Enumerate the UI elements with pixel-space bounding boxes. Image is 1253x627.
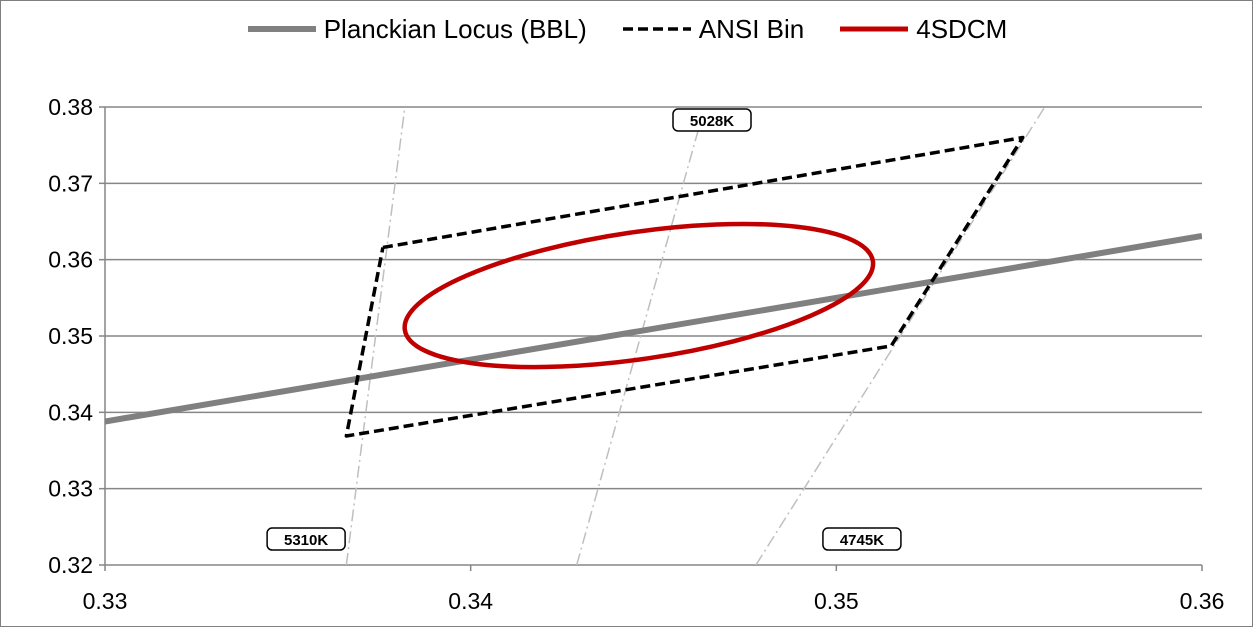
x-tick-label: 0.34 (448, 588, 493, 614)
isotherm-label-5310K: 5310K (284, 532, 328, 549)
legend-item-ansi-bin: ANSI Bin (621, 14, 805, 44)
legend-item-planckian: Planckian Locus (BBL) (246, 16, 587, 42)
legend-label-ansi-bin: ANSI Bin (698, 14, 805, 44)
legend: Planckian Locus (BBL) ANSI Bin 4SDCM (1, 9, 1252, 49)
x-tick-label: 0.35 (814, 588, 859, 614)
y-tick-label: 0.32 (48, 552, 93, 578)
y-tick-label: 0.38 (48, 94, 93, 120)
legend-item-4sdcm: 4SDCM (838, 16, 1007, 42)
x-tick-label: 0.33 (83, 588, 128, 614)
x-tick-label: 0.36 (1180, 588, 1225, 614)
legend-swatch-ansi-bin (622, 27, 691, 31)
y-tick-label: 0.37 (48, 170, 93, 196)
grid-lines (105, 106, 1202, 490)
isotherm-line-5310K (345, 107, 406, 565)
y-tick-label: 0.34 (48, 399, 93, 425)
series-4sdcm-ellipse (402, 221, 876, 370)
isotherm-label-box-4745K (822, 527, 902, 551)
series-layer (105, 135, 1202, 438)
isotherm-line-4745K (755, 107, 1046, 565)
isotherm-label-box-5028K (672, 108, 752, 132)
isotherm-labels: 5310K 5028K 4745K (266, 108, 902, 551)
legend-label-planckian: Planckian Locus (BBL) (323, 14, 587, 44)
isotherm-lines (345, 107, 1046, 565)
legend-swatch-4sdcm (840, 26, 909, 32)
y-tick-label: 0.36 (48, 247, 93, 273)
isotherm-label-5028K: 5028K (690, 113, 734, 130)
series-planckian-locus (105, 233, 1202, 425)
y-tick-label: 0.33 (48, 476, 93, 502)
legend-swatch-planckian (247, 26, 316, 32)
isotherm-line-5028K (575, 107, 706, 565)
legend-label-4sdcm: 4SDCM (916, 14, 1008, 44)
isotherm-label-4745K: 4745K (840, 532, 884, 549)
axes: 0.32 0.33 0.34 0.35 0.36 0.37 0.38 0.33 0.34 0.35… (48, 94, 1224, 614)
y-tick-label: 0.35 (48, 323, 93, 349)
isotherm-label-box-5310K (266, 527, 346, 551)
